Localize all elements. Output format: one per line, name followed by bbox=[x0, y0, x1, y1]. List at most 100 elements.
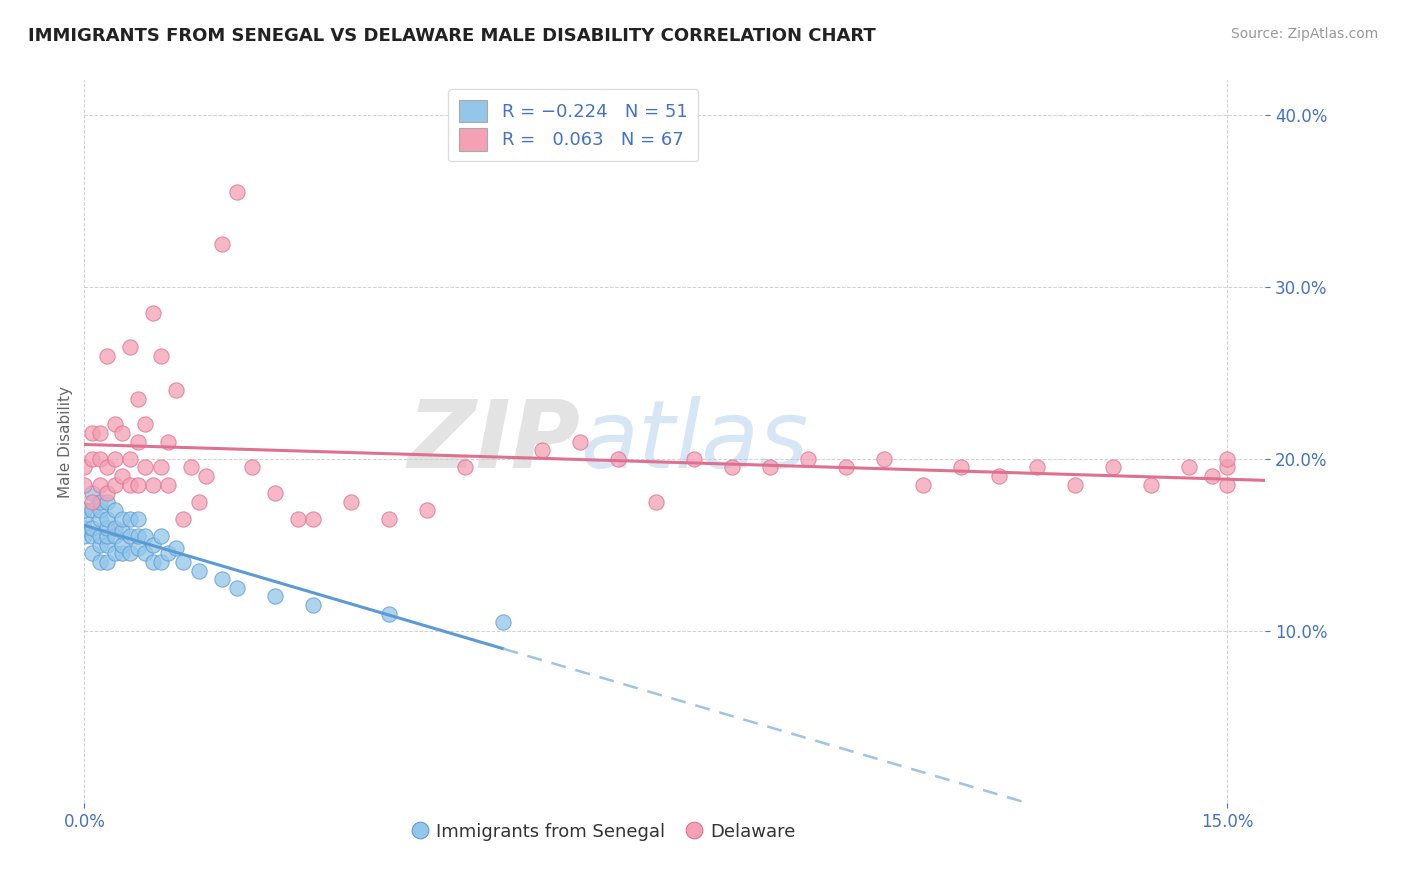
Point bbox=[187, 494, 209, 508]
Point bbox=[111, 512, 134, 526]
Point bbox=[157, 434, 180, 449]
Point bbox=[225, 185, 247, 199]
Point bbox=[149, 460, 172, 475]
Point bbox=[225, 581, 247, 595]
Point bbox=[134, 460, 156, 475]
Point bbox=[134, 546, 156, 560]
Point bbox=[89, 425, 111, 440]
Point bbox=[263, 590, 285, 604]
Point bbox=[96, 512, 118, 526]
Point bbox=[949, 460, 972, 475]
Point bbox=[80, 486, 103, 500]
Point bbox=[195, 469, 218, 483]
Point bbox=[104, 520, 127, 534]
Point bbox=[127, 477, 149, 491]
Point bbox=[378, 512, 401, 526]
Point bbox=[165, 541, 187, 556]
Point bbox=[80, 529, 103, 543]
Text: IMMIGRANTS FROM SENEGAL VS DELAWARE MALE DISABILITY CORRELATION CHART: IMMIGRANTS FROM SENEGAL VS DELAWARE MALE… bbox=[28, 27, 876, 45]
Point bbox=[211, 236, 233, 251]
Point bbox=[120, 546, 142, 560]
Point bbox=[89, 538, 111, 552]
Point bbox=[96, 555, 118, 569]
Point bbox=[96, 538, 118, 552]
Point bbox=[73, 529, 96, 543]
Y-axis label: Male Disability: Male Disability bbox=[58, 385, 73, 498]
Point bbox=[127, 541, 149, 556]
Point bbox=[263, 486, 285, 500]
Point bbox=[127, 512, 149, 526]
Point bbox=[721, 460, 744, 475]
Point bbox=[302, 512, 325, 526]
Point bbox=[89, 529, 111, 543]
Point bbox=[759, 460, 782, 475]
Point bbox=[142, 305, 165, 319]
Point bbox=[683, 451, 706, 466]
Point bbox=[644, 494, 666, 508]
Point bbox=[911, 477, 934, 491]
Point bbox=[987, 469, 1010, 483]
Point bbox=[142, 538, 165, 552]
Point bbox=[104, 477, 127, 491]
Point bbox=[165, 383, 187, 397]
Point bbox=[1201, 469, 1223, 483]
Point bbox=[1216, 451, 1239, 466]
Point bbox=[568, 434, 591, 449]
Point bbox=[416, 503, 439, 517]
Point bbox=[454, 460, 477, 475]
Point bbox=[80, 546, 103, 560]
Text: Source: ZipAtlas.com: Source: ZipAtlas.com bbox=[1230, 27, 1378, 41]
Point bbox=[96, 494, 118, 508]
Point bbox=[187, 564, 209, 578]
Point bbox=[180, 460, 202, 475]
Point bbox=[73, 477, 96, 491]
Point bbox=[127, 529, 149, 543]
Point bbox=[111, 524, 134, 538]
Point bbox=[134, 417, 156, 432]
Point bbox=[111, 546, 134, 560]
Point bbox=[378, 607, 401, 621]
Point bbox=[240, 460, 263, 475]
Text: ZIP: ZIP bbox=[408, 395, 581, 488]
Point bbox=[340, 494, 363, 508]
Point bbox=[211, 572, 233, 586]
Point bbox=[120, 512, 142, 526]
Point bbox=[142, 555, 165, 569]
Point bbox=[302, 598, 325, 612]
Point bbox=[797, 451, 820, 466]
Point bbox=[134, 529, 156, 543]
Point bbox=[80, 520, 103, 534]
Point bbox=[149, 555, 172, 569]
Point bbox=[89, 477, 111, 491]
Point bbox=[120, 529, 142, 543]
Point bbox=[1025, 460, 1047, 475]
Point bbox=[96, 529, 118, 543]
Point bbox=[80, 494, 103, 508]
Point bbox=[111, 425, 134, 440]
Point bbox=[89, 451, 111, 466]
Point bbox=[89, 555, 111, 569]
Point bbox=[96, 486, 118, 500]
Point bbox=[835, 460, 858, 475]
Point bbox=[606, 451, 628, 466]
Point bbox=[104, 451, 127, 466]
Point bbox=[73, 503, 96, 517]
Point bbox=[96, 520, 118, 534]
Point bbox=[89, 494, 111, 508]
Point bbox=[873, 451, 896, 466]
Point bbox=[157, 546, 180, 560]
Point bbox=[73, 512, 96, 526]
Point bbox=[80, 425, 103, 440]
Point bbox=[89, 512, 111, 526]
Point bbox=[120, 477, 142, 491]
Point bbox=[89, 503, 111, 517]
Point bbox=[96, 460, 118, 475]
Point bbox=[104, 529, 127, 543]
Point bbox=[104, 417, 127, 432]
Point bbox=[73, 460, 96, 475]
Point bbox=[120, 340, 142, 354]
Point bbox=[172, 512, 194, 526]
Point bbox=[96, 349, 118, 363]
Point bbox=[1216, 460, 1239, 475]
Point bbox=[80, 451, 103, 466]
